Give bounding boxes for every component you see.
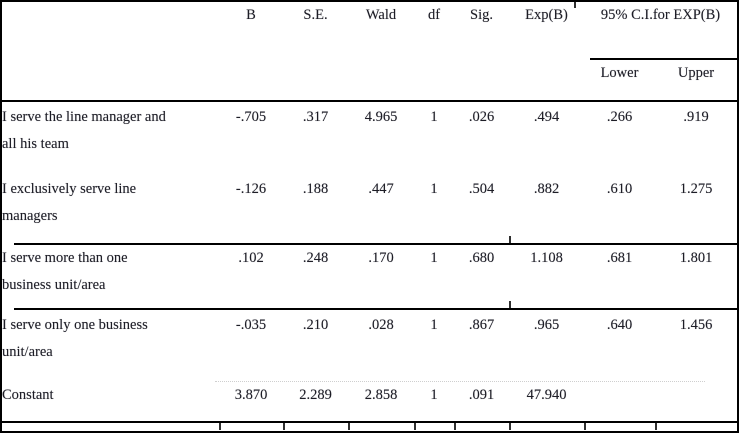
cell-lower: .610 (606, 181, 633, 197)
cell-sig: .026 (468, 109, 495, 125)
cell-df: 1 (430, 181, 438, 197)
scan-tick (348, 423, 350, 430)
scan-tick (283, 423, 285, 430)
row-label: Constant (2, 383, 219, 421)
row-label-line1: Constant (2, 387, 54, 403)
cell-sig: .867 (468, 317, 495, 333)
cell-upper: .919 (683, 109, 709, 125)
scan-tick (655, 423, 657, 430)
cell-upper: 1.801 (679, 250, 713, 266)
cell-df: 1 (430, 317, 438, 333)
cell-wald: .028 (368, 317, 394, 333)
row-label: I exclusively serve line managers (2, 174, 219, 245)
cell-wald: 2.858 (364, 387, 398, 403)
table-row: I exclusively serve line managers -.126 … (2, 174, 737, 245)
row-label-line1: I serve only one business (2, 317, 148, 333)
cell-expb: 47.940 (526, 387, 567, 403)
cell-df: 1 (430, 109, 438, 125)
col-header-se: S.E. (303, 7, 328, 23)
cell-b: 3.870 (234, 387, 268, 403)
cell-lower: .266 (606, 109, 633, 125)
cell-upper (655, 383, 737, 421)
row-label: I serve more than one business unit/area (2, 245, 219, 310)
table-row: I serve more than one business unit/area… (2, 245, 737, 310)
col-header-ci-span: 95% C.I.for EXP(B) (600, 7, 721, 23)
table-row-constant: Constant 3.870 2.289 2.858 1 .091 47.940 (2, 383, 737, 421)
scan-tick (509, 301, 511, 308)
table-bottom-rule (2, 421, 737, 423)
row-label-line2: managers (2, 208, 58, 224)
cell-se: .317 (302, 109, 329, 125)
cell-df: 1 (430, 250, 438, 266)
cell-df: 1 (430, 387, 438, 403)
row-label-line2: business unit/area (2, 277, 106, 293)
cell-expb: .882 (533, 181, 560, 197)
row-label-line1: I serve the line manager and (2, 109, 166, 125)
faint-dotted-divider (215, 381, 705, 382)
row-label: I serve only one business unit/area (2, 310, 219, 383)
col-header-sig: Sig. (470, 7, 493, 23)
row-label-line1: I serve more than one (2, 250, 128, 266)
row-label-line2: unit/area (2, 344, 53, 360)
col-header-wald: Wald (365, 7, 397, 23)
scan-tick (584, 423, 586, 430)
cell-wald: 4.965 (364, 109, 398, 125)
row-divider-line (14, 243, 737, 245)
col-header-df: df (427, 7, 441, 23)
ci-subheader-row: Lower Upper (2, 60, 737, 102)
cell-se: .210 (302, 317, 329, 333)
cell-se: .248 (302, 250, 329, 266)
col-header-expb: Exp(B) (525, 7, 568, 23)
cell-b: -.126 (235, 181, 267, 197)
col-header-lower: Lower (600, 65, 639, 81)
cell-upper: 1.456 (679, 317, 713, 333)
cell-expb: .965 (533, 317, 560, 333)
cell-se: 2.289 (299, 387, 332, 403)
subheader-empty-cell (2, 60, 584, 102)
row-label: I serve the line manager and all his tea… (2, 102, 219, 174)
cell-b: -.705 (235, 109, 267, 125)
cell-wald: .170 (368, 250, 394, 266)
cell-lower (584, 383, 655, 421)
header-row: B S.E. Wald df Sig. Exp(B) 95% C.I.for E… (2, 2, 737, 60)
cell-lower: .681 (606, 250, 633, 266)
scan-tick (219, 423, 221, 430)
regression-table: B S.E. Wald df Sig. Exp(B) 95% C.I.for E… (2, 2, 737, 421)
scan-tick (414, 423, 416, 430)
table-row: I serve the line manager and all his tea… (2, 102, 737, 174)
cell-sig: .504 (468, 181, 495, 197)
scan-tick (574, 2, 576, 8)
cell-b: -.035 (235, 317, 267, 333)
cell-se: .188 (302, 181, 329, 197)
cell-wald: .447 (368, 181, 394, 197)
cell-b: .102 (238, 250, 264, 266)
scan-tick (454, 423, 456, 430)
row-label-line1: I exclusively serve line (2, 181, 137, 197)
col-header-b: B (246, 7, 256, 23)
cell-expb: .494 (533, 109, 560, 125)
cell-sig: .680 (468, 250, 495, 266)
row-divider-line (14, 308, 737, 310)
cell-expb: 1.108 (530, 250, 563, 266)
header-empty-cell (2, 2, 219, 60)
table-row: I serve only one business unit/area -.03… (2, 310, 737, 383)
cell-lower: .640 (606, 317, 633, 333)
ci-underline (590, 58, 737, 60)
scan-tick (509, 423, 511, 430)
cell-upper: 1.275 (679, 181, 713, 197)
header-underline (2, 100, 737, 102)
cell-sig: .091 (468, 387, 495, 403)
row-label-line2: all his team (2, 136, 69, 152)
scan-tick (509, 236, 511, 243)
col-header-upper: Upper (677, 65, 715, 81)
